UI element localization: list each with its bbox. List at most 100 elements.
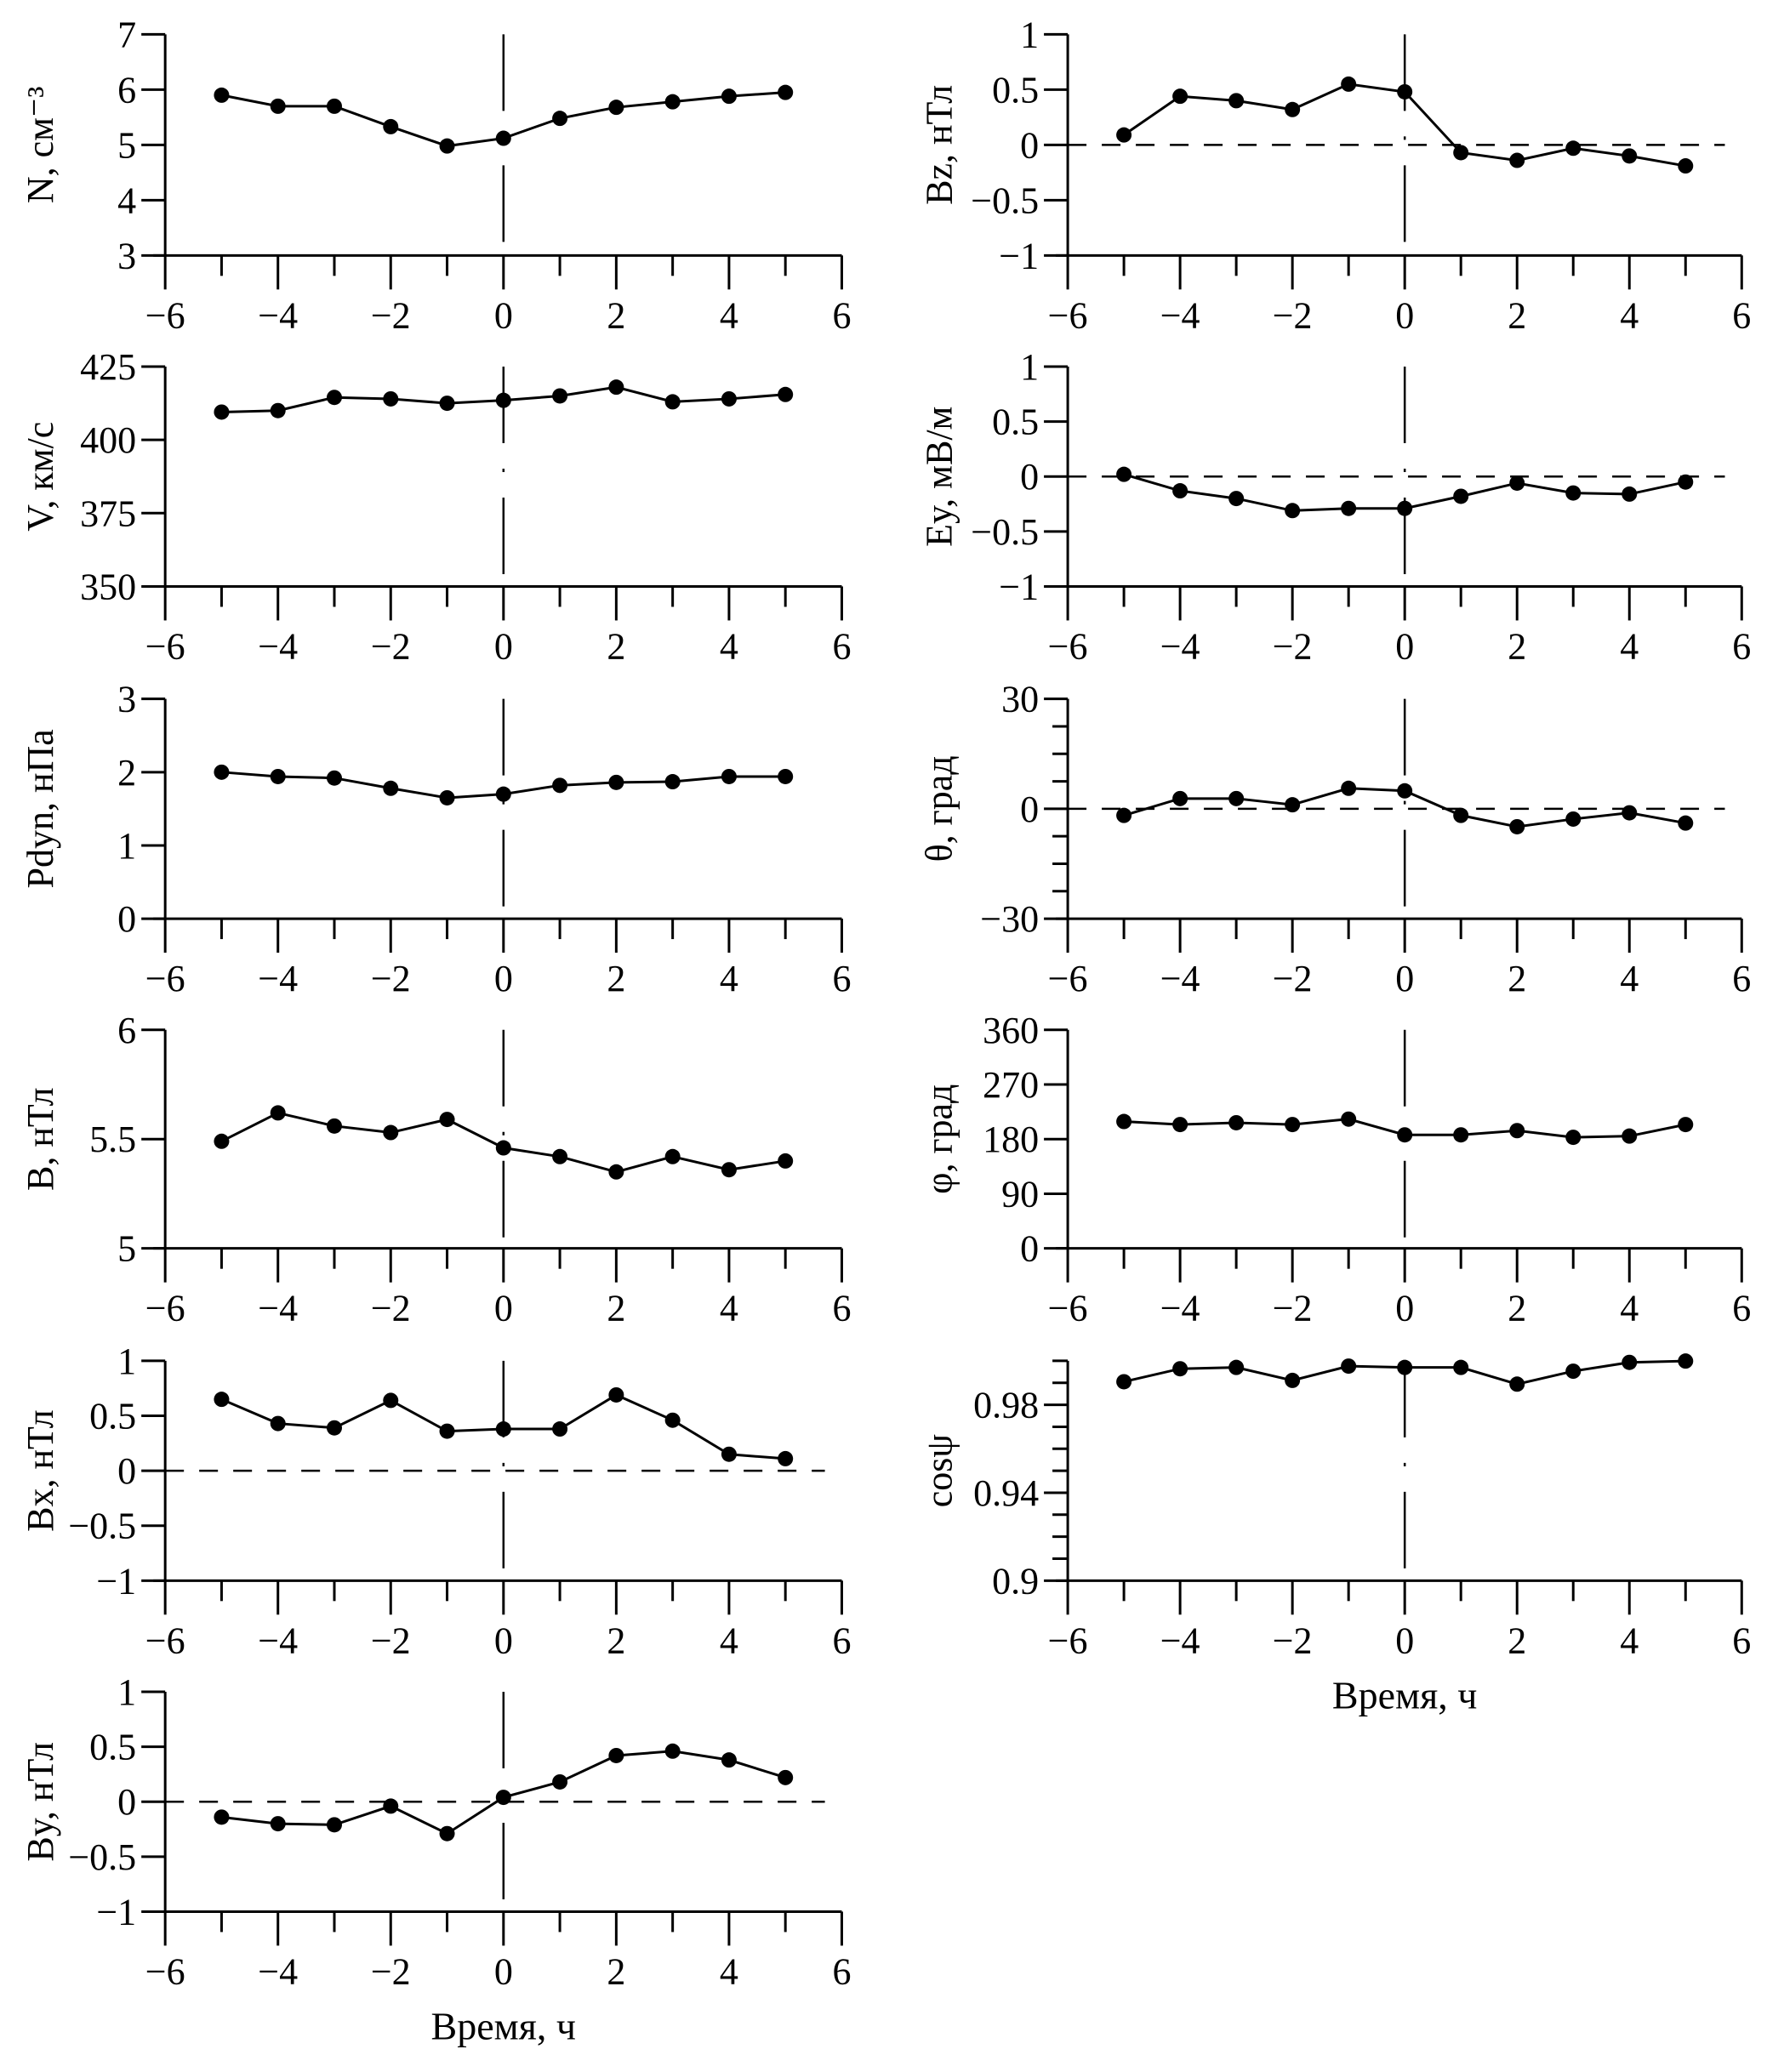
x-tick-label: 6 (1732, 958, 1751, 999)
x-tick-label: −4 (258, 958, 298, 999)
data-point (664, 1743, 681, 1759)
data-point (778, 1450, 794, 1466)
x-tick-label: −2 (1273, 1619, 1313, 1661)
x-tick-label: −4 (258, 1619, 298, 1661)
y-tick-label: 180 (983, 1119, 1039, 1160)
data-point (1509, 818, 1525, 834)
x-tick-label: 2 (607, 294, 625, 336)
data-point (1228, 93, 1245, 109)
x-tick-label: 2 (607, 1950, 625, 1992)
data-point (552, 111, 568, 127)
y-tick-label: 1 (117, 1671, 136, 1713)
data-point (495, 1790, 511, 1806)
panel-2: −6 −4 −2 0 2 4 6 0 1 2 3 Pdyn, нПа (20, 679, 851, 999)
data-point (1453, 807, 1469, 823)
panel-4: −6 −4 −2 0 2 4 6 −1 −0.5 0 0.5 1 Bx, нТл (20, 1341, 851, 1661)
data-point (552, 777, 568, 794)
x-tick-label: −4 (258, 1950, 298, 1992)
y-tick-label: 3 (117, 679, 136, 720)
x-tick-label: −4 (1160, 625, 1200, 667)
data-point (1678, 815, 1694, 831)
x-tick-label: 0 (494, 1950, 513, 1992)
data-point (1341, 76, 1357, 92)
y-tick-label: 30 (1001, 679, 1039, 720)
data-point (1172, 1117, 1188, 1133)
x-tick-label: −6 (1048, 958, 1088, 999)
data-point (1172, 88, 1188, 105)
data-point (608, 1386, 624, 1403)
y-tick-label: 0.5 (89, 1727, 136, 1768)
data-point (214, 764, 230, 780)
panel-8: −6 −4 −2 0 2 4 6 −30 0 30 θ, град (918, 679, 1751, 999)
data-point (214, 1809, 230, 1825)
x-axis-label: Время, ч (1332, 1673, 1478, 1716)
x-tick-label: 2 (1508, 625, 1526, 667)
x-tick-label: 4 (1620, 1288, 1639, 1329)
data-point (326, 770, 342, 786)
y-tick-label: 0.94 (973, 1472, 1039, 1514)
data-point (1565, 140, 1582, 157)
x-tick-label: 0 (1395, 625, 1414, 667)
data-point (214, 87, 230, 103)
data-point (552, 388, 568, 404)
data-point (1397, 1127, 1413, 1143)
y-tick-label: 90 (1001, 1173, 1039, 1215)
data-point (439, 138, 455, 154)
x-tick-label: 6 (832, 625, 851, 667)
x-tick-label: −6 (145, 958, 185, 999)
data-point (721, 768, 737, 784)
x-tick-label: −2 (1273, 294, 1313, 336)
y-tick-label: −0.5 (971, 511, 1039, 553)
data-point (1509, 1376, 1525, 1392)
data-point (721, 1752, 737, 1768)
y-tick-label: 5 (117, 1228, 136, 1270)
data-point (721, 1446, 737, 1462)
x-tick-label: 6 (832, 958, 851, 999)
x-tick-label: −4 (1160, 1288, 1200, 1329)
y-tick-label: 7 (117, 14, 136, 55)
data-point (439, 1423, 455, 1439)
data-point (1565, 811, 1582, 827)
x-tick-label: 0 (494, 1288, 513, 1329)
y-axis-label: Ey, мВ/м (918, 407, 960, 547)
data-point (608, 100, 624, 116)
y-tick-label: 6 (117, 69, 136, 111)
data-point (1172, 483, 1188, 499)
data-point (495, 1421, 511, 1437)
x-tick-label: 6 (832, 1619, 851, 1661)
y-tick-label: 425 (80, 346, 136, 388)
data-point (1678, 1117, 1694, 1133)
data-point (1453, 488, 1469, 504)
y-tick-label: −0.5 (68, 1506, 136, 1547)
x-tick-label: −4 (1160, 294, 1200, 336)
data-point (214, 404, 230, 420)
data-point (270, 1816, 286, 1832)
y-tick-label: 0 (117, 898, 136, 940)
y-tick-label: 4 (117, 179, 136, 221)
data-point (1285, 1117, 1301, 1133)
x-tick-label: 0 (494, 294, 513, 336)
x-tick-label: −2 (371, 625, 411, 667)
data-point (1228, 1359, 1245, 1375)
x-tick-label: 6 (1732, 294, 1751, 336)
panel-7: −6 −4 −2 0 2 4 6 −1 −0.5 0 0.5 1 Ey, мВ/м (918, 346, 1751, 667)
y-tick-label: 1 (1020, 346, 1039, 388)
data-point (1285, 503, 1301, 519)
data-point (326, 1817, 342, 1833)
data-point (664, 394, 681, 410)
y-tick-label: 0 (1020, 456, 1039, 498)
y-axis-label: B, нТл (20, 1087, 61, 1191)
data-point (1341, 500, 1357, 516)
data-point (1622, 486, 1638, 502)
y-tick-label: 375 (80, 492, 136, 534)
y-tick-label: 1 (1020, 14, 1039, 55)
y-tick-label: 6 (117, 1010, 136, 1051)
x-tick-label: 6 (832, 1288, 851, 1329)
x-tick-label: 4 (720, 958, 738, 999)
y-tick-label: 1 (117, 1341, 136, 1382)
data-point (778, 768, 794, 784)
y-axis-label: By, нТл (20, 1742, 61, 1862)
data-point (1509, 152, 1525, 168)
x-tick-label: 4 (720, 294, 738, 336)
